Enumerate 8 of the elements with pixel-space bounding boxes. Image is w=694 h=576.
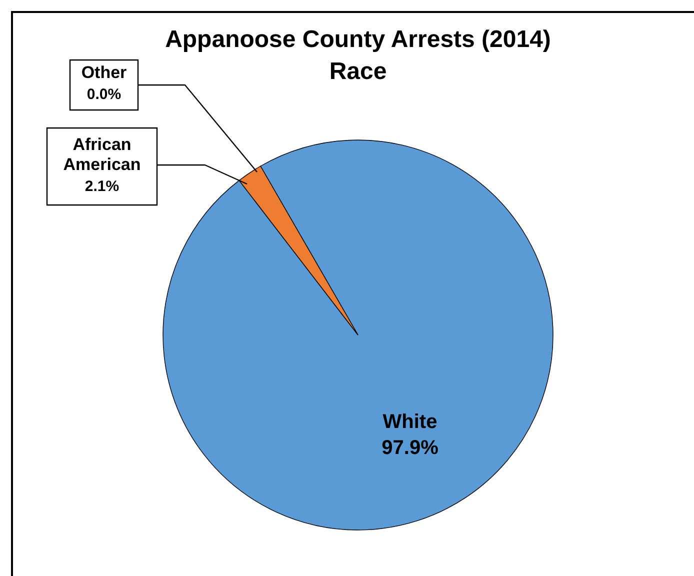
text: 0.0% [86, 86, 122, 103]
data-label: 2.1% [84, 178, 120, 195]
chart-title: Appanoose County Arrests (2014) [165, 26, 551, 53]
data-label: 97.9% [382, 437, 439, 459]
chart-subtitle: Race [329, 58, 387, 85]
slice-label: White [382, 411, 438, 433]
category-label: Other [81, 63, 127, 82]
slice-label: African American [63, 135, 141, 174]
